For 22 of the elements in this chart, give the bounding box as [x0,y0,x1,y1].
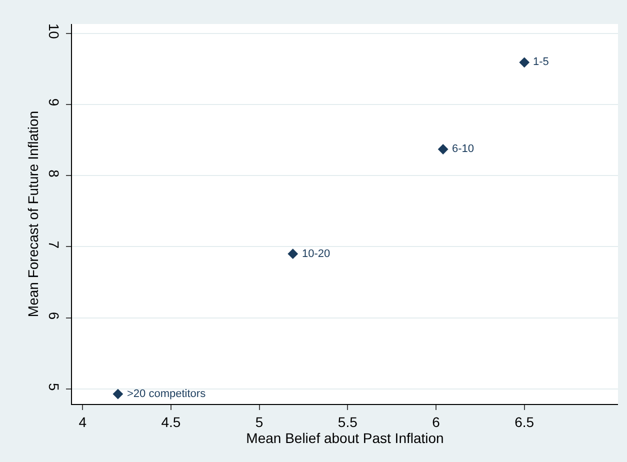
x-tick-label: 4.5 [161,414,181,430]
x-tick-label: 6 [432,414,440,430]
x-tick-label: 6.5 [514,414,534,430]
y-tick-label: 10 [46,23,62,40]
point [438,144,448,154]
point [519,57,530,68]
annotation: 6-10 [452,143,474,155]
x-tick-label: 4 [78,414,87,430]
annotation: >20 competitors [127,388,206,400]
y-tick-label: 5 [46,383,62,392]
y-tick-label: 7 [46,240,62,249]
y-axis-title: Mean Forecast of Future Inflation [24,110,41,318]
x-tick-label: 5 [255,414,264,430]
point [112,388,124,400]
point [288,248,298,260]
annotation: 10-20 [302,248,330,260]
annotation: 1-5 [533,56,549,68]
y-tick-label: 9 [46,98,62,106]
x-tick-label: 5.5 [338,414,358,430]
x-axis-title: Mean Belief about Past Inflation [246,430,444,446]
y-tick-label: 8 [46,170,62,178]
y-tick-label: 6 [46,312,62,320]
